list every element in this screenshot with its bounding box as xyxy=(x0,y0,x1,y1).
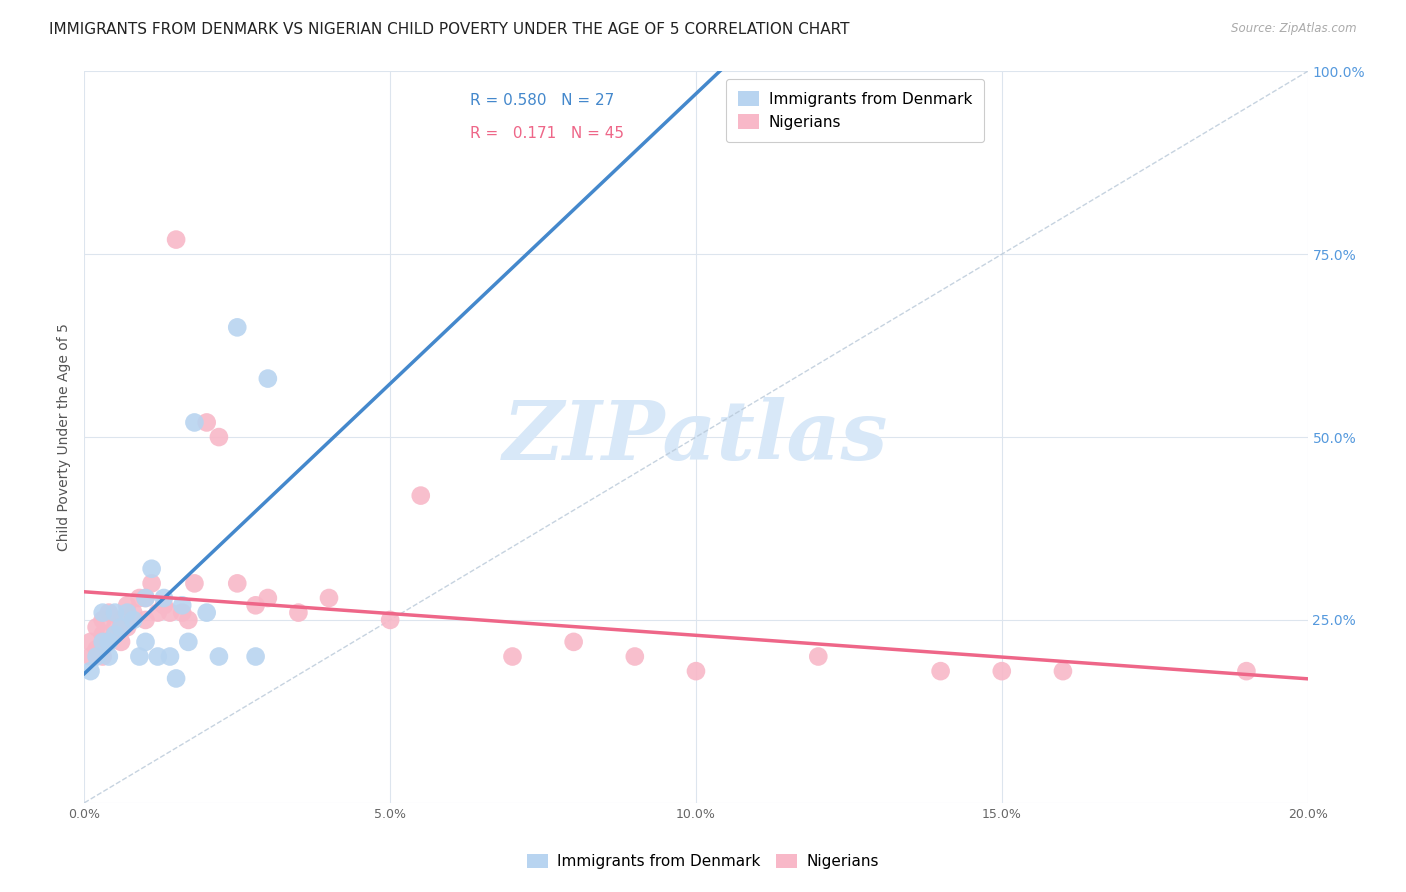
Point xyxy=(153,591,176,605)
Point xyxy=(86,649,108,664)
Point xyxy=(165,233,187,247)
Text: ZIPatlas: ZIPatlas xyxy=(503,397,889,477)
Point xyxy=(991,664,1014,678)
Point xyxy=(104,627,127,641)
Point xyxy=(91,606,114,620)
Point xyxy=(110,613,132,627)
Text: IMMIGRANTS FROM DENMARK VS NIGERIAN CHILD POVERTY UNDER THE AGE OF 5 CORRELATION: IMMIGRANTS FROM DENMARK VS NIGERIAN CHIL… xyxy=(49,22,849,37)
Point xyxy=(502,649,524,664)
Text: R =   0.171   N = 45: R = 0.171 N = 45 xyxy=(470,126,624,141)
Point xyxy=(79,664,101,678)
Point xyxy=(128,591,150,605)
Point xyxy=(115,620,138,634)
Point xyxy=(91,635,114,649)
Point xyxy=(122,606,145,620)
Point xyxy=(318,591,340,605)
Legend: Immigrants from Denmark, Nigerians: Immigrants from Denmark, Nigerians xyxy=(520,847,886,875)
Point xyxy=(195,416,218,430)
Point xyxy=(1052,664,1074,678)
Point xyxy=(115,606,138,620)
Point xyxy=(104,606,127,620)
Point xyxy=(141,576,163,591)
Point xyxy=(97,649,120,664)
Point xyxy=(86,642,108,657)
Point xyxy=(208,430,231,444)
Point xyxy=(91,613,114,627)
Point xyxy=(226,320,249,334)
Legend: Immigrants from Denmark, Nigerians: Immigrants from Denmark, Nigerians xyxy=(725,79,984,142)
Point xyxy=(624,649,647,664)
Point xyxy=(172,599,194,613)
Point xyxy=(165,672,187,686)
Point xyxy=(122,613,145,627)
Point xyxy=(807,649,830,664)
Point xyxy=(159,606,181,620)
Point xyxy=(257,591,280,605)
Point xyxy=(409,489,432,503)
Point xyxy=(208,649,231,664)
Point xyxy=(97,635,120,649)
Point xyxy=(79,649,101,664)
Point xyxy=(153,599,176,613)
Point xyxy=(562,635,585,649)
Point xyxy=(97,606,120,620)
Point xyxy=(146,649,169,664)
Point xyxy=(104,620,127,634)
Point xyxy=(135,635,157,649)
Point xyxy=(172,606,194,620)
Text: Source: ZipAtlas.com: Source: ZipAtlas.com xyxy=(1232,22,1357,36)
Point xyxy=(128,649,150,664)
Point xyxy=(380,613,402,627)
Point xyxy=(135,591,157,605)
Point xyxy=(257,371,280,385)
Point xyxy=(79,635,101,649)
Point xyxy=(146,606,169,620)
Point xyxy=(195,606,218,620)
Point xyxy=(177,635,200,649)
Point xyxy=(177,613,200,627)
Point xyxy=(91,649,114,664)
Point xyxy=(141,562,163,576)
Point xyxy=(86,620,108,634)
Point xyxy=(91,627,114,641)
Point xyxy=(135,591,157,605)
Point xyxy=(97,635,120,649)
Point xyxy=(929,664,952,678)
Point xyxy=(685,664,707,678)
Point xyxy=(110,620,132,634)
Point xyxy=(245,599,267,613)
Point xyxy=(183,576,205,591)
Text: R = 0.580   N = 27: R = 0.580 N = 27 xyxy=(470,94,614,108)
Point xyxy=(183,416,205,430)
Point xyxy=(135,613,157,627)
Y-axis label: Child Poverty Under the Age of 5: Child Poverty Under the Age of 5 xyxy=(58,323,72,551)
Point xyxy=(159,649,181,664)
Point xyxy=(226,576,249,591)
Point xyxy=(104,627,127,641)
Point xyxy=(287,606,309,620)
Point xyxy=(1236,664,1258,678)
Point xyxy=(245,649,267,664)
Point xyxy=(110,635,132,649)
Point xyxy=(115,599,138,613)
